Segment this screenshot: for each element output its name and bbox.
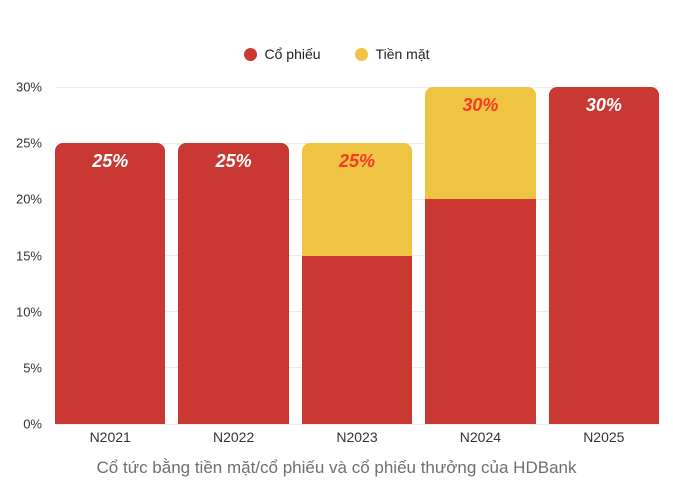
legend-item-tien-mat[interactable]: Tiền mặt <box>354 46 430 62</box>
bar-segment-co-phieu[interactable] <box>425 199 536 424</box>
bar-value-label: 25% <box>339 151 376 172</box>
chart-legend: Cổ phiếu Tiền mặt <box>0 46 673 62</box>
bar-segment-co-phieu[interactable] <box>301 255 413 424</box>
bar-segment-co-phieu[interactable]: 30% <box>548 87 660 424</box>
legend-item-co-phieu[interactable]: Cổ phiếu <box>243 46 321 62</box>
bar-value-label: 30% <box>585 95 622 115</box>
legend-marker-tien-mat-icon <box>354 47 368 61</box>
bar-segment-tien-mat[interactable]: 30% <box>425 87 536 200</box>
bar-n2022[interactable]: 25% <box>178 87 289 424</box>
gridline <box>55 423 659 425</box>
legend-label-tien-mat: Tiền mặt <box>375 46 430 62</box>
gridline <box>55 86 659 88</box>
bar-segment-tien-mat[interactable]: 25% <box>301 143 413 256</box>
x-tick-label-n2024: N2024 <box>459 429 502 445</box>
x-axis: N2021 N2022 N2023 N2024 N2025 <box>55 429 659 445</box>
x-tick-label-n2023: N2023 <box>336 429 378 445</box>
y-tick-label: 30% <box>15 79 42 95</box>
bar-n2024[interactable]: 30% <box>425 87 536 424</box>
y-tick-label: 15% <box>15 248 42 263</box>
bar-segment-co-phieu[interactable]: 25% <box>55 143 166 424</box>
chart-title: Cổ tức bằng tiền mặt/cổ phiếu và cổ phiế… <box>96 458 577 477</box>
plot-area: 25% 25% 25% 30% 30% <box>55 86 660 425</box>
legend-marker-co-phieu-icon <box>243 47 257 61</box>
x-tick-label-n2025: N2025 <box>583 429 625 445</box>
y-tick-label: 5% <box>23 360 42 376</box>
bar-n2023[interactable]: 25% <box>301 87 413 424</box>
bar-value-label: 25% <box>215 151 252 172</box>
y-tick-label: 20% <box>15 191 42 207</box>
y-tick-label: 25% <box>15 135 42 151</box>
bar-n2021[interactable]: 25% <box>55 87 166 424</box>
bar-value-label: 30% <box>462 95 499 116</box>
bar-value-label: 25% <box>92 151 129 172</box>
y-tick-label: 10% <box>15 304 42 320</box>
bars-group: 25% 25% 25% 30% 30% <box>55 87 660 424</box>
bar-segment-co-phieu[interactable]: 25% <box>178 143 289 424</box>
gridline <box>55 142 659 144</box>
y-tick-label: 0% <box>23 416 42 432</box>
y-axis: 0% 5% 10% 15% 20% 25% 30% <box>0 80 48 432</box>
x-tick-label-n2021: N2021 <box>89 429 131 445</box>
legend-label-co-phieu: Cổ phiếu <box>264 46 321 62</box>
bar-n2025[interactable]: 30% <box>548 87 660 424</box>
x-tick-label-n2022: N2022 <box>212 429 255 445</box>
